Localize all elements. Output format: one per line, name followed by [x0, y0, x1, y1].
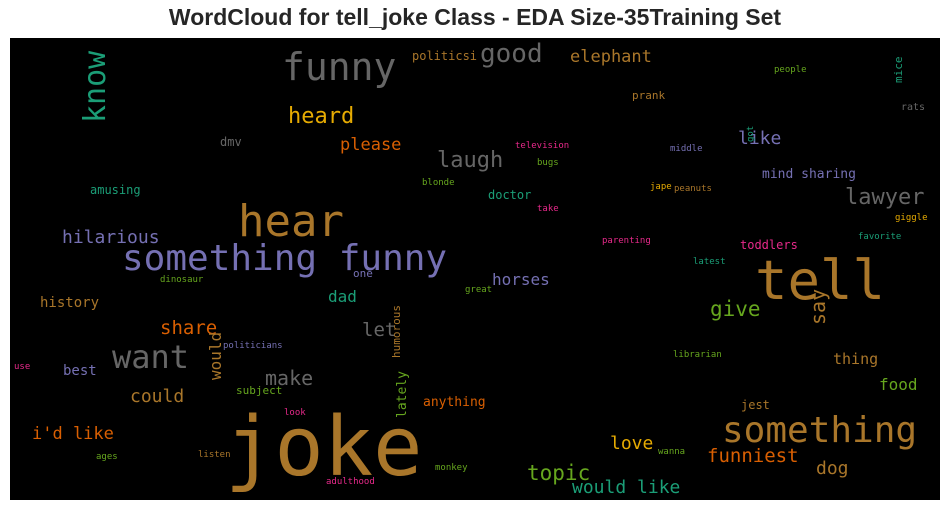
wordcloud-canvas: joke tell hear something funny funny somethin… — [10, 38, 940, 500]
word-lawyer: lawyer — [845, 185, 924, 210]
chart-title: WordCloud for tell_joke Class - EDA Size… — [168, 4, 782, 30]
word-mind-sharing: mind sharing — [762, 167, 856, 182]
word-heard: heard — [288, 104, 354, 129]
word-love: love — [610, 433, 653, 454]
word-horses: horses — [492, 270, 550, 289]
word-prank: prank — [632, 89, 665, 102]
word-elephant: elephant — [570, 47, 652, 67]
word-jape: jape — [650, 182, 672, 192]
word-lately: lately — [395, 371, 410, 418]
word-got: got — [746, 126, 756, 142]
word-food: food — [879, 375, 918, 394]
word-latest: latest — [693, 257, 726, 267]
word-subject: subject — [236, 384, 282, 397]
word-would: would — [206, 332, 225, 380]
word-ages: ages — [96, 452, 118, 462]
word-middle: middle — [670, 144, 703, 154]
word-hilarious: hilarious — [62, 227, 160, 248]
word-please: please — [340, 135, 401, 155]
word-would-like: would like — [572, 477, 680, 498]
word-bugs: bugs — [537, 158, 559, 168]
word-give: give — [710, 297, 761, 321]
word-could: could — [130, 386, 184, 407]
word-dmv: dmv — [220, 135, 242, 149]
word-laugh: laugh — [437, 148, 503, 173]
word-toddlers: toddlers — [740, 238, 798, 252]
word-joke: joke — [225, 400, 422, 495]
word-good: good — [480, 39, 543, 69]
word-rats: rats — [901, 102, 925, 113]
word-amusing: amusing — [90, 183, 141, 197]
word-know: know — [78, 50, 113, 123]
word-like: like — [738, 128, 781, 149]
word-librarian: librarian — [673, 350, 722, 360]
word-hear: hear — [238, 196, 344, 247]
word-dog: dog — [816, 458, 849, 479]
word-anything: anything — [423, 395, 486, 410]
word-topic: topic — [527, 461, 590, 485]
word-adulthood: adulthood — [326, 477, 375, 487]
word-let: let — [362, 319, 396, 341]
word-funny: funny — [282, 45, 396, 89]
word-humorous: humorous — [390, 305, 403, 358]
word-parenting: parenting — [602, 236, 651, 246]
word-politicsi: politicsi — [412, 49, 477, 63]
word-i-d-like: i'd like — [32, 424, 114, 444]
word-funniest: funniest — [707, 445, 799, 467]
word-make: make — [265, 366, 313, 390]
word-tell: tell — [755, 249, 885, 312]
word-take: take — [537, 204, 559, 214]
word-wanna: wanna — [658, 447, 685, 457]
word-jest: jest — [741, 398, 770, 412]
word-something-funny: something funny — [122, 238, 447, 279]
word-use: use — [14, 362, 30, 372]
word-thing: thing — [833, 350, 878, 368]
word-history: history — [40, 295, 99, 311]
word-great: great — [465, 285, 492, 295]
word-look: look — [284, 408, 306, 418]
word-something: something — [722, 410, 917, 451]
word-favorite: favorite — [858, 232, 901, 242]
word-politicians: politicians — [223, 341, 283, 351]
word-peanuts: peanuts — [674, 184, 712, 194]
word-television: television — [515, 141, 569, 151]
word-blonde: blonde — [422, 178, 455, 188]
word-dad: dad — [328, 287, 357, 306]
word-mice: mice — [892, 57, 905, 84]
word-people: people — [774, 65, 807, 75]
word-one: one — [353, 267, 373, 280]
word-say: say — [806, 289, 830, 325]
word-share: share — [160, 317, 217, 339]
word-doctor: doctor — [488, 188, 531, 202]
word-want: want — [112, 338, 189, 376]
word-monkey: monkey — [435, 463, 468, 473]
word-giggle: giggle — [895, 213, 928, 223]
word-listen: listen — [198, 450, 231, 460]
word-best: best — [63, 363, 97, 379]
word-dinosaur: dinosaur — [160, 275, 204, 285]
